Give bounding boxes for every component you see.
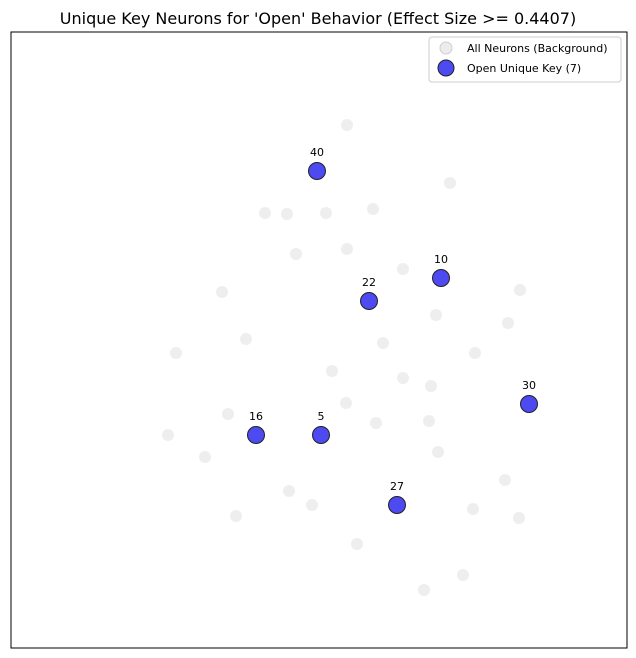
background-neuron-point	[499, 474, 511, 486]
key-neuron-label: 16	[249, 410, 263, 423]
key-neuron-point	[247, 426, 265, 444]
background-neuron-point	[513, 512, 525, 524]
background-neuron-point	[320, 207, 332, 219]
key-neuron-point	[312, 426, 330, 444]
legend-box	[428, 36, 622, 83]
background-neuron-point	[444, 177, 456, 189]
legend-marker-background	[439, 41, 453, 55]
key-neuron-point	[520, 395, 538, 413]
background-neuron-point	[502, 317, 514, 329]
background-neuron-point	[467, 503, 479, 515]
background-neuron-point	[430, 309, 442, 321]
background-neuron-point	[457, 569, 469, 581]
legend-marker-key	[437, 59, 455, 77]
key-neuron-point	[360, 292, 378, 310]
key-neuron-point	[388, 496, 406, 514]
key-neuron-label: 5	[318, 410, 325, 423]
background-neuron-point	[259, 207, 271, 219]
background-neurons	[162, 119, 526, 596]
background-neuron-point	[240, 333, 252, 345]
key-neuron-label: 27	[390, 480, 404, 493]
key-neuron-point	[308, 162, 326, 180]
key-neuron-label: 22	[362, 276, 376, 289]
key-neuron-label: 30	[522, 379, 536, 392]
background-neuron-point	[216, 286, 228, 298]
background-neuron-point	[290, 248, 302, 260]
chart-title: Unique Key Neurons for 'Open' Behavior (…	[60, 9, 576, 28]
background-neuron-point	[370, 417, 382, 429]
key-neuron-label: 10	[434, 253, 448, 266]
background-neuron-point	[341, 119, 353, 131]
background-neuron-point	[306, 499, 318, 511]
background-neuron-point	[351, 538, 363, 550]
background-neuron-point	[423, 415, 435, 427]
background-neuron-point	[377, 337, 389, 349]
background-neuron-point	[367, 203, 379, 215]
legend-label-key: Open Unique Key (7)	[467, 62, 581, 75]
background-neuron-point	[432, 446, 444, 458]
background-neuron-point	[281, 208, 293, 220]
legend-label-background: All Neurons (Background)	[467, 42, 608, 55]
key-neuron-label: 40	[310, 146, 324, 159]
background-neuron-point	[326, 365, 338, 377]
background-neuron-point	[340, 397, 352, 409]
key-neurons: 40 10 22 30 16 5 27	[247, 146, 538, 514]
background-neuron-point	[170, 347, 182, 359]
background-neuron-point	[397, 263, 409, 275]
background-neuron-point	[199, 451, 211, 463]
background-neuron-point	[162, 429, 174, 441]
legend: All Neurons (Background) Open Unique Key…	[428, 36, 622, 83]
background-neuron-point	[283, 485, 295, 497]
background-neuron-point	[230, 510, 242, 522]
background-neuron-point	[418, 584, 430, 596]
background-neuron-point	[341, 243, 353, 255]
background-neuron-point	[514, 284, 526, 296]
plot-frame	[10, 31, 628, 649]
key-neuron-point	[432, 269, 450, 287]
background-neuron-point	[397, 372, 409, 384]
background-neuron-point	[425, 380, 437, 392]
background-neuron-point	[469, 347, 481, 359]
background-neuron-point	[222, 408, 234, 420]
